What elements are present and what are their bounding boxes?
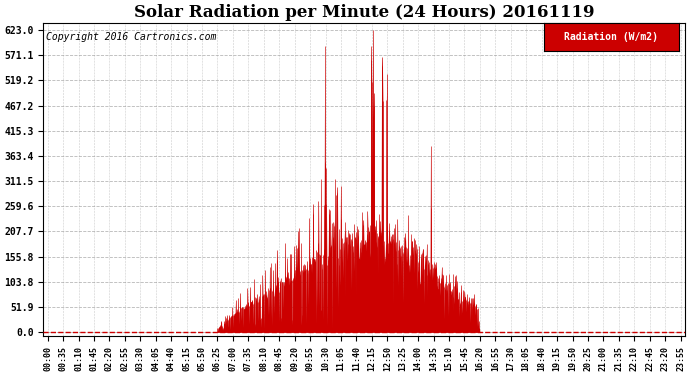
Text: Copyright 2016 Cartronics.com: Copyright 2016 Cartronics.com: [46, 32, 217, 42]
Title: Solar Radiation per Minute (24 Hours) 20161119: Solar Radiation per Minute (24 Hours) 20…: [134, 4, 594, 21]
